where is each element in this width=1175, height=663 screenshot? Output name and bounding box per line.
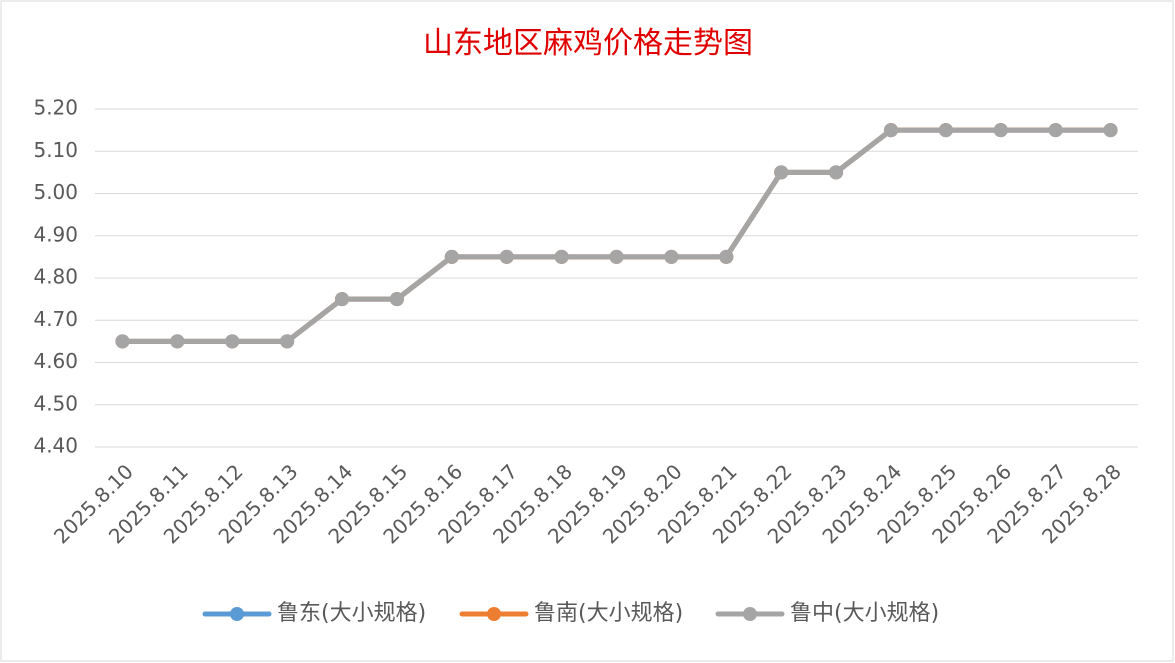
chart-title: 山东地区麻鸡价格走势图 <box>423 26 753 61</box>
data-point <box>938 123 953 138</box>
legend-label: 鲁南(大小规格) <box>534 601 683 626</box>
legend-marker <box>487 607 501 621</box>
data-point <box>719 249 734 264</box>
legend-label: 鲁东(大小规格) <box>277 601 426 626</box>
data-point <box>993 123 1008 138</box>
data-point <box>444 249 459 264</box>
data-point <box>225 334 240 349</box>
data-point <box>499 249 514 264</box>
data-point <box>1048 123 1063 138</box>
legend-marker <box>230 607 244 621</box>
data-point <box>389 292 404 307</box>
data-point <box>774 165 789 180</box>
data-point <box>170 334 185 349</box>
y-tick-label: 4.70 <box>33 307 78 331</box>
data-point <box>280 334 295 349</box>
data-point <box>609 249 624 264</box>
data-point <box>1103 123 1118 138</box>
data-point <box>883 123 898 138</box>
y-tick-label: 5.10 <box>33 138 78 162</box>
y-tick-label: 4.50 <box>33 391 78 415</box>
legend-marker <box>743 607 757 621</box>
data-point <box>115 334 130 349</box>
data-point <box>554 249 569 264</box>
data-point <box>335 292 350 307</box>
data-point <box>664 249 679 264</box>
y-tick-label: 5.00 <box>33 180 78 204</box>
legend-label: 鲁中(大小规格) <box>790 601 939 626</box>
data-point <box>829 165 844 180</box>
y-tick-label: 5.20 <box>33 96 78 120</box>
y-tick-label: 4.90 <box>33 222 78 246</box>
y-tick-label: 4.40 <box>33 434 78 458</box>
y-tick-label: 4.60 <box>33 349 78 373</box>
y-tick-label: 4.80 <box>33 265 78 289</box>
